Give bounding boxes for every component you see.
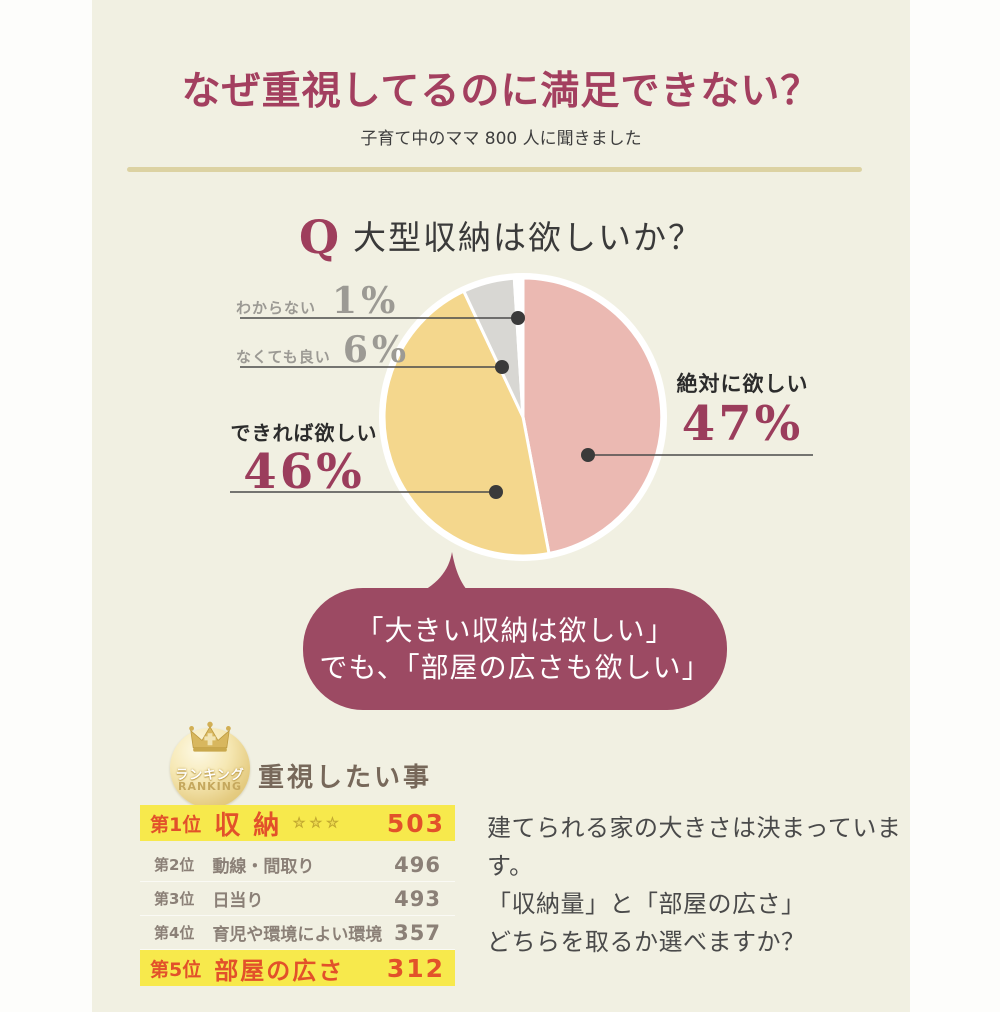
pie-label-definitely-want-text: 絶対に欲しい: [676, 372, 809, 396]
pie-label-dont-know-pct: 1%: [332, 280, 400, 322]
question-heading: Q 大型収納は欲しいか？: [92, 210, 910, 264]
ranking-row-2: 第2位 動線・間取り 496: [140, 848, 455, 882]
note-paragraph: 建てられる家の大きさは決まっています。 「収納量」と「部屋の広さ」 どちらを取る…: [487, 809, 927, 961]
ranking-badge-label-jp: ランキング: [175, 768, 245, 783]
star-icons: ★★★: [293, 815, 344, 831]
ranking-row-4: 第4位 育児や環境によい環境 357: [140, 916, 455, 950]
note-line-1: 建てられる家の大きさは決まっています。: [487, 814, 902, 880]
pie-label-not-needed-text: なくても良い: [236, 348, 331, 366]
crown-icon: [189, 721, 231, 752]
pie-label-want-if-possible: できれば欲しい 46%: [179, 417, 429, 496]
pie-label-want-if-possible-text: できれば欲しい: [230, 421, 378, 445]
pie-label-not-needed-pct: 6%: [342, 329, 411, 371]
star-icon: ★: [326, 815, 344, 831]
rank-label: 第1位: [150, 813, 202, 836]
ranking-badge: ランキング RANKING: [170, 721, 250, 808]
page-title: なぜ重視してるのに満足できない？: [181, 68, 821, 114]
ranking-table: 第1位 収 納 ★★★ 503 第2位 動線・間取り 496 第3位 日当り 4…: [140, 805, 455, 986]
row-gap: [140, 841, 455, 848]
item-label: 育児や環境によい環境: [212, 925, 383, 945]
rank-label: 第4位: [154, 924, 195, 942]
vote-count: 496: [394, 852, 441, 877]
note-line-2: 「収納量」と「部屋の広さ」: [487, 890, 806, 918]
ranking-badge-label-en: RANKING: [177, 780, 243, 793]
star-icon: ★: [309, 815, 327, 831]
speech-bubble-line-1: 「大きい収納は欲しい」: [355, 614, 675, 647]
vote-count: 357: [394, 920, 441, 945]
speech-bubble-tail: [409, 552, 475, 598]
pie-label-dont-know-text: わからない: [236, 299, 317, 317]
note-line-3: どちらを取るか選べますか？: [487, 928, 806, 956]
rank-label: 第5位: [150, 958, 202, 981]
pie-label-not-needed: なくても良い 6%: [236, 329, 410, 371]
ranking-row-5: 第5位 部屋の広さ 312: [140, 950, 455, 986]
item-label: 収 納: [214, 810, 282, 841]
star-icon: ★: [293, 815, 310, 831]
question-text: 大型収納は欲しいか？: [353, 218, 704, 257]
rank-label: 第3位: [154, 890, 195, 908]
ranking-row-1: 第1位 収 納 ★★★ 503: [140, 805, 455, 841]
pie-label-dont-know: わからない 1%: [236, 280, 399, 322]
vote-count: 503: [386, 808, 445, 838]
item-label: 動線・間取り: [212, 857, 315, 877]
item-label: 部屋の広さ: [214, 956, 345, 985]
ranking-heading: 重視したい事: [258, 763, 433, 793]
ranking-row-3: 第3位 日当り 493: [140, 882, 455, 916]
pie-label-want-if-possible-pct: 46%: [243, 444, 365, 500]
speech-bubble: 「大きい収納は欲しい」 でも、「部屋の広さも欲しい」: [303, 588, 727, 710]
vote-count: 493: [394, 886, 441, 911]
rank-label: 第2位: [154, 856, 195, 874]
question-q-mark: Q: [298, 210, 340, 264]
item-label: 日当り: [212, 891, 264, 911]
divider-line: [127, 167, 862, 172]
pie-label-definitely-want: 絶対に欲しい 47%: [620, 368, 865, 448]
speech-bubble-line-2: でも、「部屋の広さも欲しい」: [319, 651, 711, 684]
page-subtitle: 子育て中のママ 800 人に聞きました: [360, 129, 642, 149]
pie-label-definitely-want-pct: 47%: [681, 396, 804, 452]
vote-count: 312: [386, 953, 445, 983]
